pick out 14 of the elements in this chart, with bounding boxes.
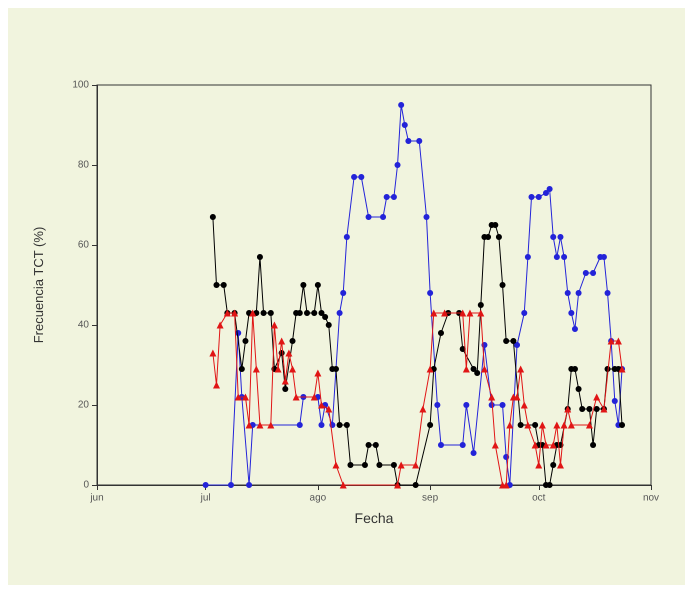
x-axis-title: Fecha xyxy=(354,510,394,526)
y-axis-title: Frecuencia TCT (%) xyxy=(31,226,46,344)
x-tick-label: oct xyxy=(532,492,546,504)
y-tick-label: 20 xyxy=(78,400,90,410)
y-tick-label: 60 xyxy=(78,240,90,250)
x-tick-label: ago xyxy=(310,492,327,504)
y-tick-label: 40 xyxy=(78,320,90,330)
y-tick-label: 0 xyxy=(83,480,90,490)
x-tick-label: jun xyxy=(89,492,104,504)
y-tick-label: 80 xyxy=(78,160,90,170)
x-tick-label: jul xyxy=(200,492,211,504)
x-tick-label: nov xyxy=(642,492,660,504)
x-tick-label: sep xyxy=(422,492,439,504)
y-tick-label: 100 xyxy=(72,80,90,90)
